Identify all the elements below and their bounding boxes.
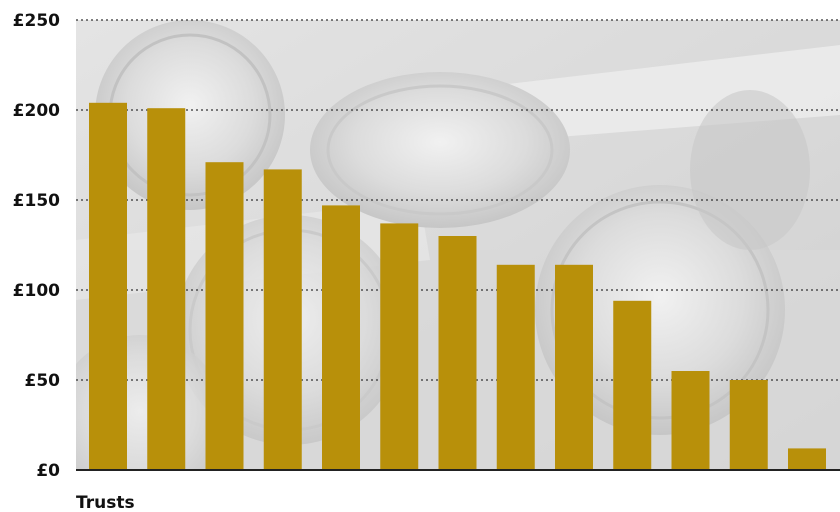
bars bbox=[89, 102, 826, 471]
y-tick-label: £150 bbox=[13, 191, 60, 211]
bar bbox=[380, 223, 419, 470]
bar bbox=[147, 108, 186, 470]
y-tick-label: £50 bbox=[25, 371, 61, 391]
y-tick-label: £100 bbox=[13, 281, 60, 301]
x-axis-label: Trusts bbox=[76, 493, 135, 512]
y-axis-ticks: £0 £50 £100 £150 £200 £250 bbox=[13, 11, 60, 481]
bar bbox=[788, 448, 826, 470]
bar bbox=[671, 371, 710, 470]
bar bbox=[729, 380, 768, 470]
bar bbox=[322, 205, 360, 470]
bar bbox=[205, 162, 244, 470]
bar bbox=[263, 169, 302, 470]
bar bbox=[613, 300, 652, 470]
y-tick-label: £200 bbox=[13, 101, 60, 121]
bar bbox=[496, 264, 535, 470]
bar bbox=[438, 236, 477, 470]
bar bbox=[555, 264, 593, 470]
bar bbox=[89, 102, 127, 471]
y-tick-label: £0 bbox=[36, 461, 60, 481]
y-tick-label: £250 bbox=[13, 11, 60, 31]
